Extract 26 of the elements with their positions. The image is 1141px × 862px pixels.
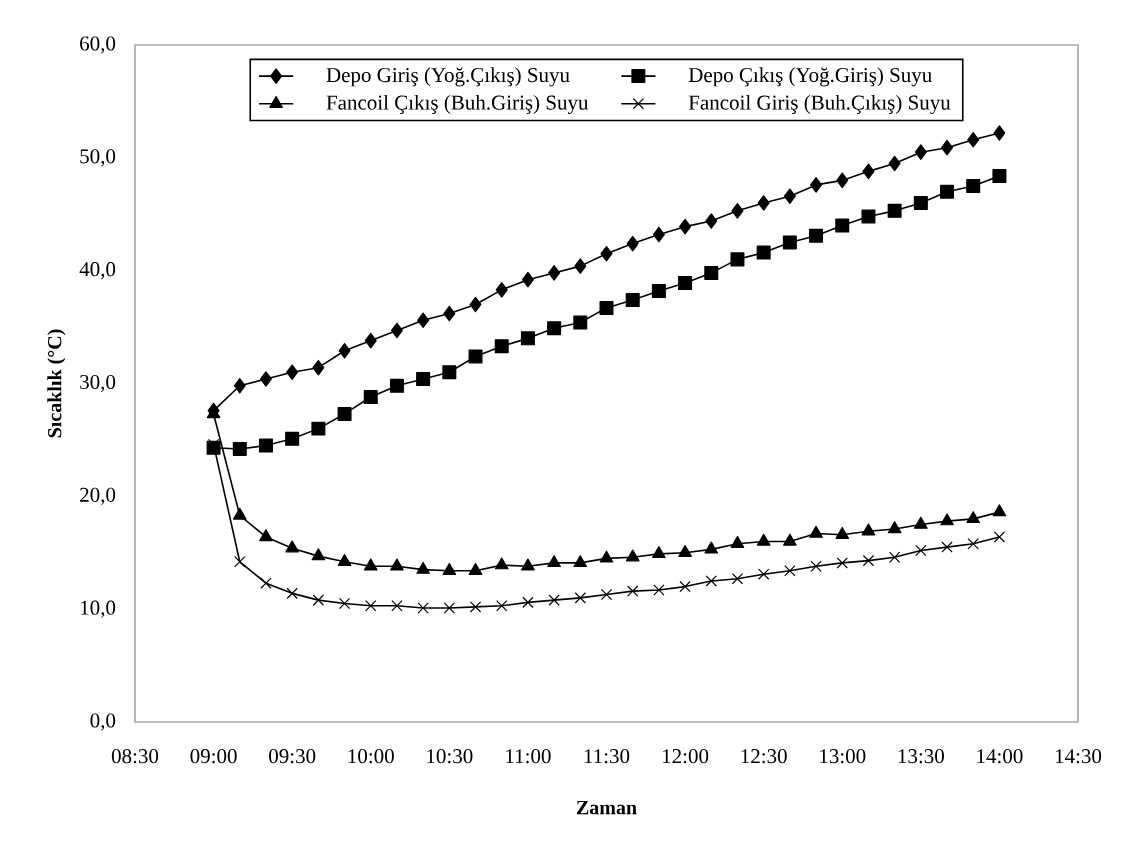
x-tick-label: 08:30 <box>111 749 159 764</box>
y-tick-label: 60,0 <box>80 36 116 54</box>
x-tick-label: 09:00 <box>190 749 237 764</box>
x-tick-label: 11:00 <box>506 749 551 764</box>
x-tick-label: 13:00 <box>820 749 866 764</box>
legend-label: Fancoil Giriş (Buh.Çıkış) Suyu <box>688 94 951 114</box>
legend-label: Fancoil Çıkış (Buh.Giriş) Suyu <box>326 94 589 114</box>
y-tick-label: 30,0 <box>80 374 116 393</box>
y-tick-label: 40,0 <box>79 262 116 280</box>
x-tick-label: 14:30 <box>1055 749 1102 764</box>
y-tick-label: 20,0 <box>80 487 116 505</box>
y-tick-label: 0,0 <box>90 713 116 731</box>
x-tick-label: 13:30 <box>898 749 944 764</box>
x-axis-title: Zaman <box>576 801 637 815</box>
y-tick-label: 10,0 <box>81 600 116 618</box>
x-tick-label: 11:30 <box>584 749 630 764</box>
x-tick-label: 12:30 <box>741 749 787 764</box>
x-tick-label: 14:00 <box>977 749 1023 764</box>
x-tick-label: 10:30 <box>427 749 473 764</box>
x-tick-label: 12:00 <box>663 749 709 764</box>
legend-label: Depo Çıkış (Yoğ.Giriş) Suyu <box>688 67 932 87</box>
y-tick-label: 50,0 <box>80 149 116 167</box>
y-axis-title: Sıcaklık (°C) <box>47 329 66 438</box>
legend-label: Depo Giriş (Yoğ.Çıkış) Suyu <box>326 67 570 87</box>
x-tick-label: 10:00 <box>348 749 394 764</box>
x-tick-label: 09:30 <box>269 749 316 764</box>
